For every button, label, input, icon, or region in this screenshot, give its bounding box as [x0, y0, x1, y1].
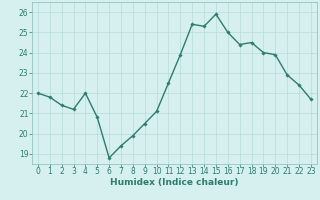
X-axis label: Humidex (Indice chaleur): Humidex (Indice chaleur): [110, 178, 239, 187]
